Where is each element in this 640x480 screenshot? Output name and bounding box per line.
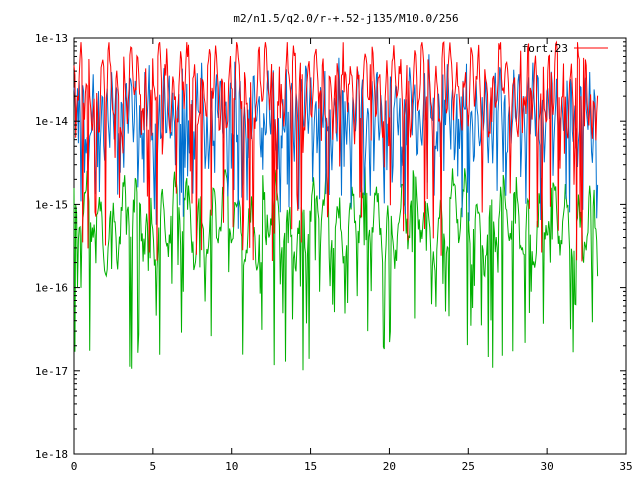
y-tick-label: 1e-13: [35, 32, 68, 45]
x-tick-label: 25: [462, 460, 475, 473]
y-tick-label: 1e-18: [35, 448, 68, 461]
series-line: [73, 166, 599, 371]
x-tick-label: 0: [71, 460, 78, 473]
series-layer: [73, 40, 599, 371]
legend: fort.23: [522, 42, 608, 55]
y-tick-label: 1e-16: [35, 282, 68, 295]
legend-label: fort.23: [522, 42, 568, 55]
x-tick-label: 15: [304, 460, 317, 473]
axis-layer: 0 5 10 15 20 25 30 35 1e-18 1e-17 1e-16 1e-15 1e-14 1…: [35, 32, 633, 473]
y-tick-label: 1e-17: [35, 365, 68, 378]
x-tick-label: 10: [225, 460, 238, 473]
chart-title: m2/n1.5/q2.0/r-+.52-j135/M10.0/256: [233, 12, 458, 25]
y-tick-label: 1e-14: [35, 115, 68, 128]
x-tick-label: 30: [541, 460, 554, 473]
x-tick-label: 20: [383, 460, 396, 473]
series-line: [73, 40, 599, 262]
x-tick-label: 5: [150, 460, 157, 473]
x-tick-label: 35: [619, 460, 632, 473]
y-tick-label: 1e-15: [35, 198, 68, 211]
